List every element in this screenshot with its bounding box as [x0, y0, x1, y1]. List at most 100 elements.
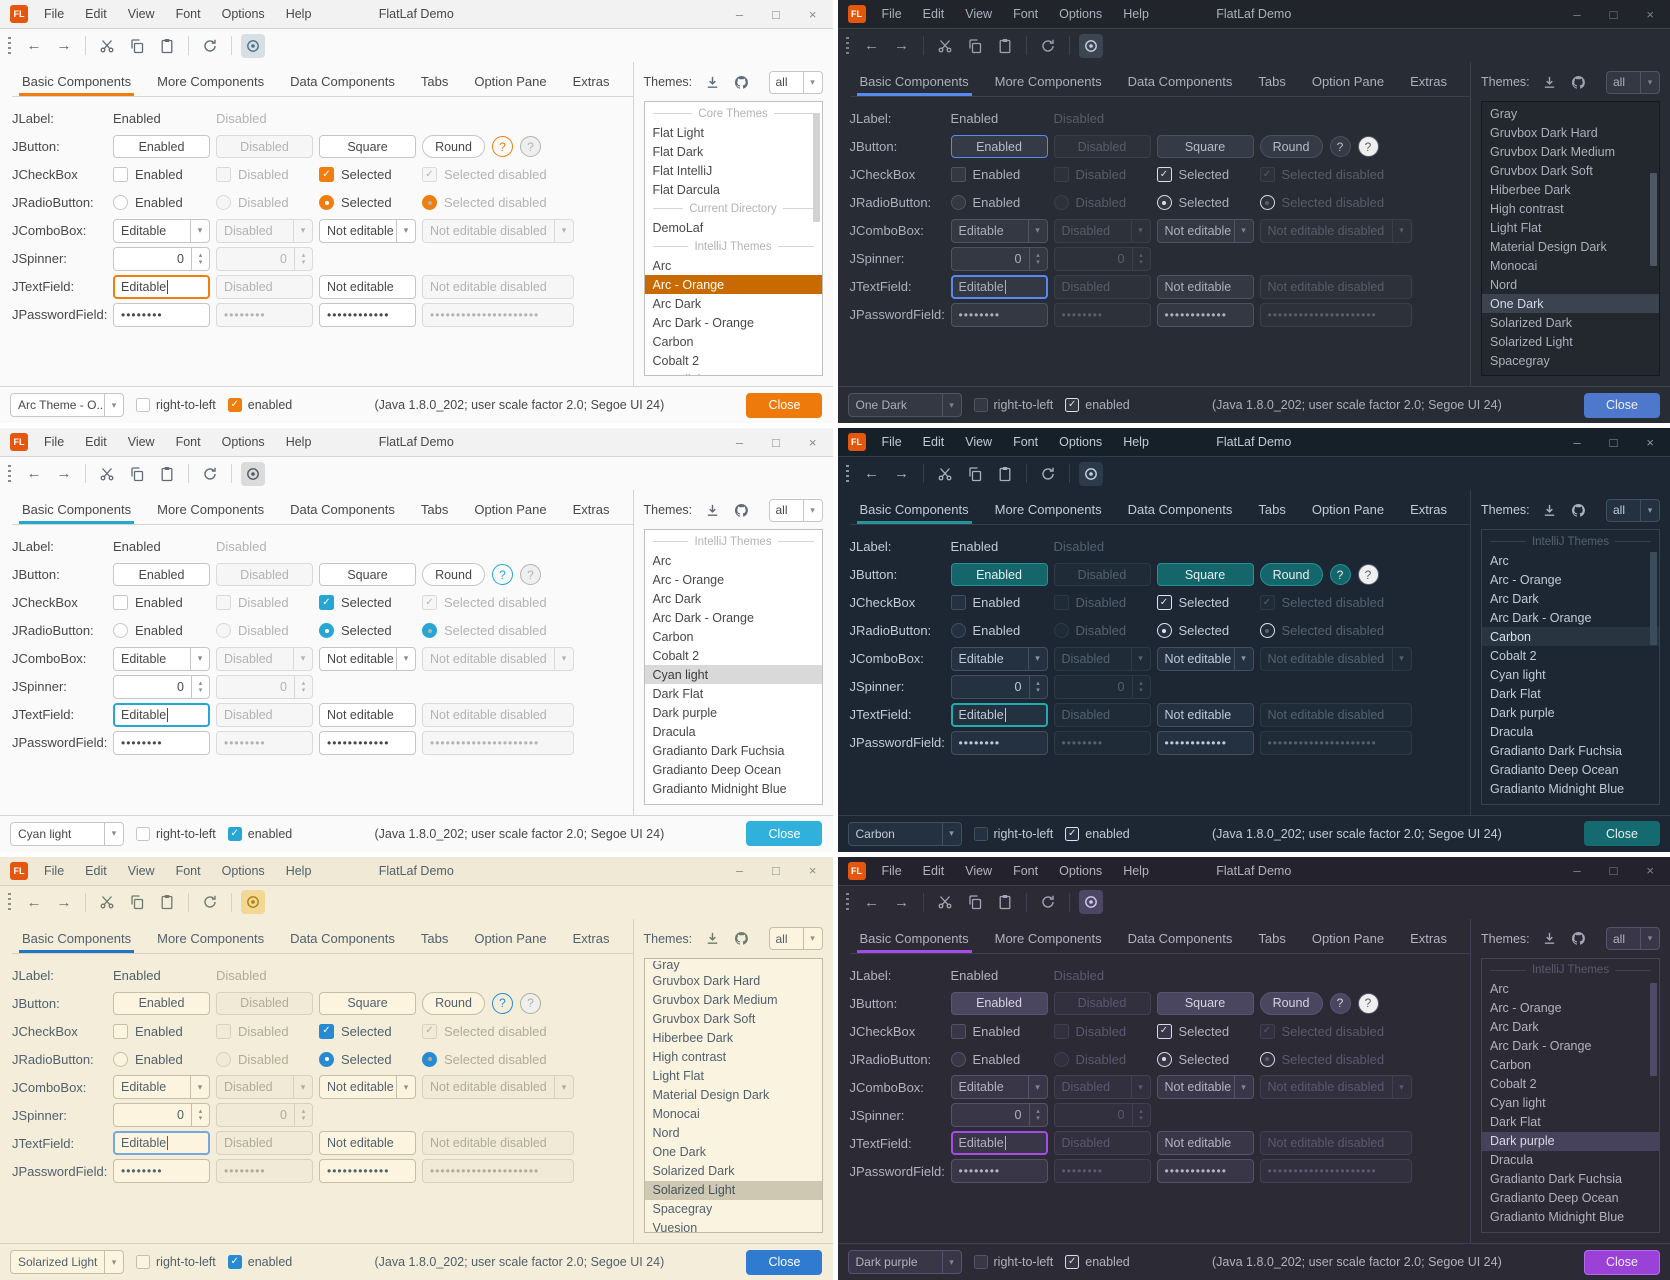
menu-item-font[interactable]: Font	[175, 435, 201, 450]
tab-tabs[interactable]: Tabs	[420, 502, 449, 518]
refresh-button[interactable]	[198, 34, 222, 58]
theme-list-item-gruvbox-dark-soft[interactable]: Gruvbox Dark Soft	[652, 1012, 756, 1027]
combobox-not-editable[interactable]: Not editable ▾	[319, 1075, 416, 1100]
right-to-left-checkbox[interactable]: right-to-left	[973, 398, 1053, 413]
theme-list-item-cyan-light[interactable]: Cyan light	[1490, 667, 1546, 682]
menu-item-font[interactable]: Font	[1013, 863, 1039, 878]
passwordfield[interactable]: ••••••••••••	[1156, 730, 1254, 755]
theme-list-item-arc-dark[interactable]: Arc Dark	[1490, 591, 1539, 606]
theme-list-item-one-dark[interactable]: One Dark	[652, 1145, 707, 1160]
menu-item-edit[interactable]: Edit	[922, 435, 945, 450]
tab-extras[interactable]: Extras	[1410, 930, 1447, 946]
theme-list-item-monocai[interactable]: Monocai	[1490, 258, 1538, 273]
help-button[interactable]: ?	[1329, 136, 1351, 157]
theme-list-item-high-contrast[interactable]: High contrast	[652, 1050, 727, 1065]
right-to-left-checkbox[interactable]: right-to-left	[136, 398, 216, 413]
refresh-button[interactable]	[1036, 462, 1060, 486]
enabled-button[interactable]: Enabled	[950, 135, 1048, 158]
spinner-arrows[interactable]: ▴ ▾	[1028, 675, 1047, 698]
tab-extras[interactable]: Extras	[572, 74, 610, 89]
checkbox-enabled[interactable]	[950, 1023, 966, 1039]
eye-button[interactable]	[241, 461, 265, 486]
theme-list-item-flat-darcula[interactable]: Flat Darcula	[652, 182, 720, 197]
theme-list-item-cyan-light[interactable]: Cyan light	[644, 665, 822, 685]
tab-data-components[interactable]: Data Components	[290, 930, 395, 946]
textfield-not-editable[interactable]: Not editable	[319, 1131, 416, 1156]
enabled-button[interactable]: Enabled	[950, 563, 1048, 587]
theme-list-item-gradianto-deep-ocean[interactable]: Gradianto Deep Ocean	[1490, 1191, 1619, 1206]
textfield-editable[interactable]: Editable	[950, 702, 1048, 727]
checkbox-enabled[interactable]	[113, 595, 128, 611]
download-theme-button[interactable]	[1541, 73, 1559, 91]
theme-filter-dropdown[interactable]: all ▾	[768, 498, 823, 522]
theme-list-item-dracula[interactable]: Dracula	[1490, 1153, 1534, 1168]
scrollbar-thumb[interactable]	[1650, 552, 1657, 646]
github-button[interactable]	[732, 501, 750, 519]
github-button[interactable]	[1570, 930, 1588, 948]
enabled-checkbox[interactable]: ✓ enabled	[227, 826, 292, 841]
forward-button[interactable]: →	[52, 890, 76, 914]
round-button[interactable]: Round	[422, 991, 485, 1015]
enabled-button[interactable]: Enabled	[113, 563, 210, 587]
menu-item-help[interactable]: Help	[1123, 7, 1149, 21]
tab-data-components[interactable]: Data Components	[290, 502, 395, 518]
back-button[interactable]: ←	[22, 462, 46, 486]
theme-list-item-cobalt-2[interactable]: Cobalt 2	[652, 353, 700, 368]
github-button[interactable]	[732, 930, 750, 948]
theme-list-item-arc-dark[interactable]: Arc Dark	[1490, 1020, 1539, 1035]
radio-enabled[interactable]	[113, 1051, 128, 1067]
tab-data-components[interactable]: Data Components	[1127, 930, 1233, 946]
cut-button[interactable]	[95, 34, 119, 58]
scrollbar-thumb[interactable]	[1650, 173, 1657, 266]
menu-item-edit[interactable]: Edit	[922, 863, 945, 878]
close-window-button[interactable]: ×	[1646, 6, 1654, 22]
theme-list-item-arc-orange[interactable]: Arc - Orange	[1490, 572, 1562, 587]
cut-button[interactable]	[933, 34, 957, 58]
menu-item-file[interactable]: File	[881, 435, 902, 450]
round-button[interactable]: Round	[1259, 563, 1323, 587]
theme-list-item-arc-orange[interactable]: Arc - Orange	[1490, 1001, 1562, 1016]
theme-list-item-gruvbox-dark-medium[interactable]: Gruvbox Dark Medium	[1490, 144, 1616, 159]
theme-list-item-cobalt-2[interactable]: Cobalt 2	[652, 648, 700, 663]
checkbox-selected[interactable]: ✓	[319, 1023, 334, 1039]
theme-list-item-carbon[interactable]: Carbon	[1490, 1058, 1531, 1073]
textfield-not-editable[interactable]: Not editable	[1156, 1131, 1254, 1156]
help-button[interactable]: ?	[492, 136, 513, 157]
theme-list-item-material-design-dark[interactable]: Material Design Dark	[652, 1088, 770, 1103]
combobox-not-editable[interactable]: Not editable ▾	[1156, 1075, 1254, 1100]
paste-button[interactable]	[993, 462, 1017, 486]
maximize-button[interactable]: □	[1609, 863, 1618, 879]
theme-list-item-gradianto-deep-ocean[interactable]: Gradianto Deep Ocean	[652, 762, 782, 777]
theme-list-item-arc-dark[interactable]: Arc Dark	[652, 591, 702, 606]
tab-more-components[interactable]: More Components	[994, 930, 1102, 946]
theme-switcher-dropdown[interactable]: Carbon ▾	[847, 821, 962, 846]
radio-enabled[interactable]	[950, 1051, 966, 1067]
checkbox-selected[interactable]: ✓	[1156, 595, 1172, 611]
paste-button[interactable]	[993, 34, 1017, 58]
menu-item-file[interactable]: File	[881, 7, 902, 21]
maximize-button[interactable]: □	[772, 6, 780, 22]
checkbox-selected[interactable]: ✓	[1156, 167, 1172, 182]
square-button[interactable]: Square	[319, 135, 416, 158]
combobox-editable[interactable]: Editable ▾	[950, 1075, 1048, 1100]
menu-item-file[interactable]: File	[881, 863, 902, 878]
back-button[interactable]: ←	[860, 462, 884, 486]
checkbox-enabled[interactable]	[113, 167, 128, 182]
tab-extras[interactable]: Extras	[1410, 502, 1447, 518]
maximize-button[interactable]: □	[1609, 434, 1618, 450]
minimize-button[interactable]: –	[1573, 6, 1581, 22]
textfield-editable[interactable]: Editable	[950, 1131, 1048, 1156]
textfield-editable[interactable]: Editable	[113, 1131, 210, 1156]
menu-item-edit[interactable]: Edit	[85, 435, 107, 450]
radio-enabled[interactable]	[113, 623, 128, 639]
textfield-editable[interactable]: Editable	[950, 274, 1048, 299]
square-button[interactable]: Square	[1156, 135, 1254, 158]
theme-list-item-gruvbox-dark-hard[interactable]: Gruvbox Dark Hard	[652, 974, 761, 989]
passwordfield[interactable]: ••••••••••••	[319, 730, 416, 755]
tab-option-pane[interactable]: Option Pane	[474, 930, 547, 946]
theme-list-item-hiberbee-dark[interactable]: Hiberbee Dark	[1490, 182, 1571, 197]
menu-item-help[interactable]: Help	[285, 7, 312, 21]
theme-list-item-vuesion[interactable]: Vuesion	[652, 1221, 698, 1233]
combobox-not-editable[interactable]: Not editable ▾	[1156, 218, 1254, 243]
close-dialog-button[interactable]: Close	[1583, 392, 1660, 418]
